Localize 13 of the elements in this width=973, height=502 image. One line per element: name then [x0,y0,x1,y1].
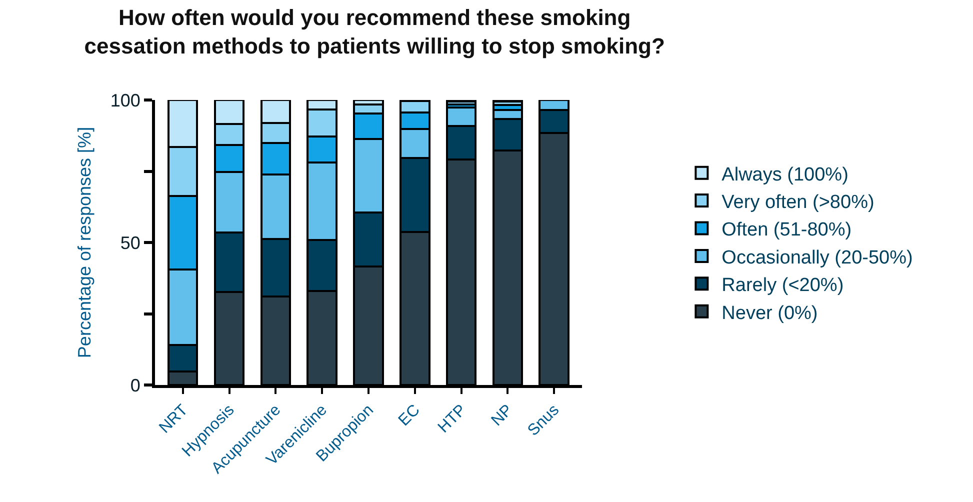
chart-title: How often would you recommend these smoking cessation methods to patients willing to stop smoking? [84,5,665,59]
y-axis-title: Percentage of responses [%] [74,126,95,358]
legend-label: Very often (>80%) [722,192,874,213]
legend-label: Often (51-80%) [722,220,852,241]
y-tick-label: 0 [130,375,140,396]
x-tick-label: EC [396,402,424,430]
legend-label: Rarely (<20%) [722,275,844,296]
y-tick-label: 100 [110,90,140,110]
legend-label: Occasionally (20-50%) [722,247,913,268]
y-tick-label: 50 [120,232,140,253]
legend-label: Always (100%) [722,164,848,186]
legend-label: Never (0%) [722,302,818,324]
x-tick-label: NP [488,402,516,430]
